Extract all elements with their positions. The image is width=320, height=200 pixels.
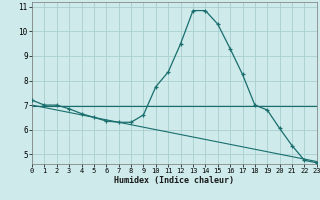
- X-axis label: Humidex (Indice chaleur): Humidex (Indice chaleur): [115, 176, 234, 185]
